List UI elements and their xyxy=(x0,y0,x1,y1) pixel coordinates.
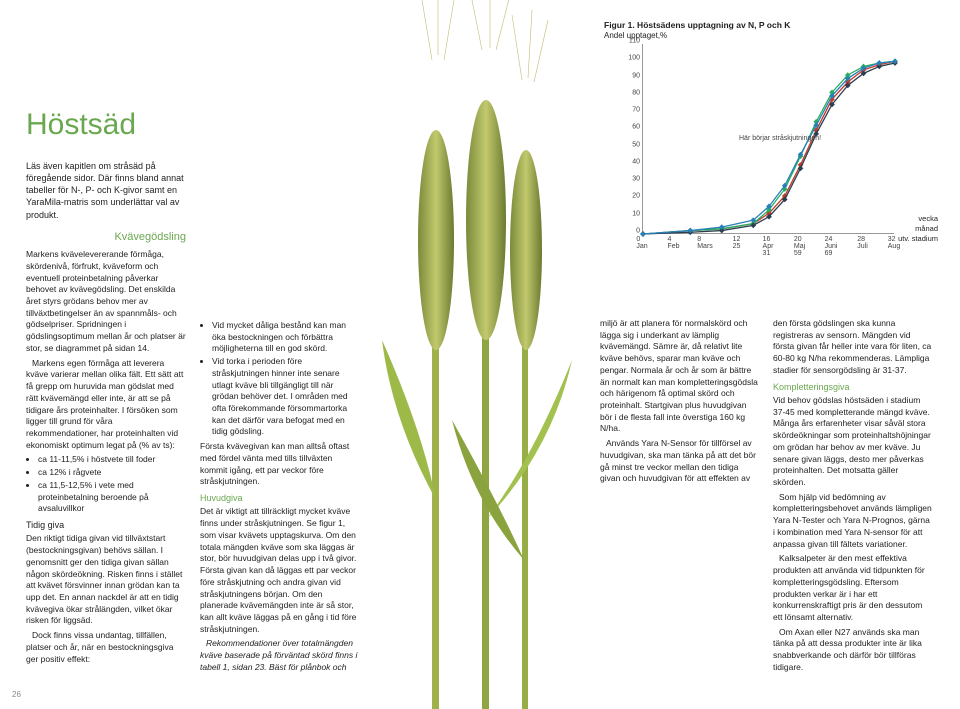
col2-p3: Rekommendationer över totalmängden kväve… xyxy=(200,638,360,673)
col4-p2: Vid behov gödslas höstsäden i stadium 37… xyxy=(773,395,933,489)
col4-p5: Om Axan eller N27 används ska man tänka … xyxy=(773,627,933,674)
chart-annotation: Här börjar stråskjutningen! xyxy=(739,135,821,142)
col1-li2: ca 12% i rågvete xyxy=(38,467,186,479)
col4-p1: den första gödslingen ska kunna registre… xyxy=(773,318,933,377)
column-4: den första gödslingen ska kunna registre… xyxy=(773,318,933,677)
col2-p1: Första kvävegivan kan man alltså oftast … xyxy=(200,441,360,488)
tidig-head: Tidig giva xyxy=(26,519,186,531)
komp-head: Kompletteringsgiva xyxy=(773,381,933,393)
col3-p2: Används Yara N-Sensor för tillförsel av … xyxy=(600,438,760,485)
chart-figure-1: Figur 1. Höstsädens upptagning av N, P o… xyxy=(604,20,944,300)
col2-p2: Det är viktigt att tillräckligt mycket k… xyxy=(200,506,360,635)
chart-plot: Här börjar stråskjutningen! xyxy=(642,44,894,234)
subhead-kvave: Kvävegödsling xyxy=(26,230,186,245)
col4-p4: Kalksalpeter är den mest effektiva produ… xyxy=(773,553,933,623)
chart-y-labels: 1101009080706050403020100 xyxy=(624,41,640,237)
col3-p1: miljö är att planera för normalskörd och… xyxy=(600,318,760,435)
chart-axis-extra: vecka månad utv. stadium xyxy=(874,214,938,254)
col1-p3: Den riktigt tidiga givan vid tillväxtsta… xyxy=(26,533,186,627)
chart-subtitle: Andel upptaget,% xyxy=(604,31,944,40)
chart-x-labels: 0Jan4Feb8Mars122516Apr3120Maj5924Juni692… xyxy=(642,236,894,280)
column-3: miljö är att planera för normalskörd och… xyxy=(600,318,760,488)
col1-p4: Dock finns vissa undantag, tillfällen, p… xyxy=(26,630,186,665)
page-title: Höstsäd xyxy=(26,108,136,142)
column-2: Vid mycket dåliga bestånd kan man öka be… xyxy=(200,320,360,677)
col1-li3: ca 11,5-12,5% i vete med proteinbetalnin… xyxy=(38,480,186,515)
col1-p2: Markens egen förmåga att leverera kväve … xyxy=(26,358,186,452)
col2-b2: Vid torka i perioden före stråskjutninge… xyxy=(212,356,360,438)
page-number: 26 xyxy=(12,690,21,699)
col1-li1: ca 11-11,5% i höstvete till foder xyxy=(38,454,186,466)
col2-b1: Vid mycket dåliga bestånd kan man öka be… xyxy=(212,320,360,355)
col4-p3: Som hjälp vid bedömning av komplettering… xyxy=(773,492,933,551)
col1-p1: Markens kvävelevererande förmåga, skörde… xyxy=(26,249,186,354)
column-1: Kvävegödsling Markens kvävelevererande f… xyxy=(26,230,186,668)
huvud-head: Huvudgiva xyxy=(200,492,360,504)
chart-title: Figur 1. Höstsädens upptagning av N, P o… xyxy=(604,20,944,30)
wheat-image xyxy=(372,0,582,709)
intro-text: Läs även kapitlen om stråsäd på föregåen… xyxy=(26,160,186,221)
